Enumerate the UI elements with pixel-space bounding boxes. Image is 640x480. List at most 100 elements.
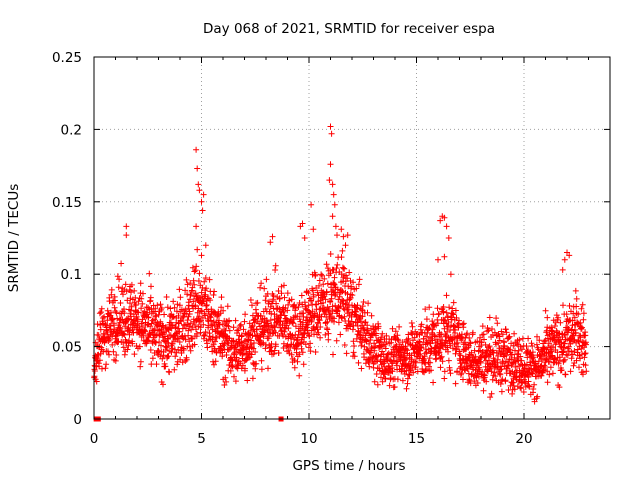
data-point (523, 343, 530, 350)
data-point (518, 357, 525, 364)
data-point (582, 362, 589, 369)
data-point (191, 268, 198, 275)
data-point (200, 321, 207, 328)
data-point (241, 318, 248, 325)
data-point (422, 346, 429, 353)
data-point (258, 366, 265, 373)
data-point (382, 345, 389, 352)
data-point (106, 351, 112, 358)
data-point (282, 325, 289, 332)
data-point (467, 340, 474, 347)
data-point (191, 341, 198, 348)
data-point (347, 277, 354, 284)
data-point (171, 366, 178, 373)
data-point (244, 377, 251, 384)
data-point (579, 324, 585, 331)
data-point (220, 342, 227, 349)
data-point (517, 353, 524, 360)
data-point (555, 314, 562, 321)
data-point (251, 340, 257, 346)
data-point (392, 328, 399, 335)
data-point (582, 350, 589, 357)
data-point (389, 325, 396, 332)
data-point (365, 300, 372, 307)
data-point (265, 323, 272, 330)
data-point (163, 294, 170, 300)
data-point (401, 349, 408, 356)
data-point (438, 353, 445, 360)
data-point (281, 294, 288, 301)
data-point (94, 321, 101, 328)
data-point (178, 318, 185, 325)
data-point (257, 313, 264, 319)
data-point (473, 374, 480, 381)
data-point (373, 371, 380, 377)
data-point (184, 291, 191, 298)
data-point (375, 323, 382, 330)
data-point (577, 355, 584, 362)
data-point (456, 348, 463, 355)
data-point (278, 283, 285, 290)
data-point (563, 311, 570, 318)
data-point (221, 382, 228, 388)
data-point (330, 351, 336, 358)
data-point (179, 314, 186, 321)
data-point (544, 379, 551, 386)
data-point (196, 270, 203, 277)
data-point (96, 363, 103, 370)
data-point (310, 226, 317, 233)
data-point (302, 341, 309, 348)
data-point (226, 317, 233, 324)
data-point (186, 311, 193, 317)
data-point (224, 303, 231, 310)
data-point (299, 349, 306, 356)
data-point (477, 359, 484, 366)
data-point (185, 327, 192, 334)
data-point (515, 347, 522, 354)
data-point (406, 372, 413, 379)
data-point (229, 363, 236, 370)
data-point (125, 328, 131, 335)
data-point (575, 338, 582, 345)
data-point (289, 319, 296, 326)
data-point (339, 247, 346, 254)
data-point (183, 276, 190, 283)
data-point (429, 326, 436, 333)
data-point (227, 345, 233, 352)
data-point (172, 323, 179, 330)
data-point (437, 217, 444, 224)
data-point (327, 123, 334, 130)
data-point (320, 281, 327, 288)
data-point (422, 360, 429, 367)
data-point (439, 358, 446, 365)
data-point (158, 305, 165, 311)
data-point (294, 358, 301, 365)
data-point (332, 302, 339, 309)
data-point (257, 284, 264, 291)
data-point (164, 343, 171, 350)
data-point (408, 320, 415, 326)
data-point (578, 326, 585, 332)
data-point (426, 325, 433, 331)
data-point (368, 312, 375, 319)
data-point (505, 359, 512, 366)
data-point (201, 278, 208, 285)
data-point (139, 300, 146, 307)
data-point (580, 310, 587, 317)
data-point (529, 343, 536, 349)
data-point (389, 368, 396, 375)
data-point (247, 297, 254, 303)
data-point (245, 336, 251, 343)
data-point (441, 375, 448, 382)
data-point (554, 349, 561, 356)
data-point (216, 317, 222, 324)
data-point (326, 177, 333, 184)
data-point (342, 272, 349, 279)
data-point (327, 299, 334, 305)
data-point (327, 161, 334, 168)
data-point (526, 383, 533, 390)
data-point (269, 330, 276, 337)
data-point (351, 343, 357, 349)
data-point (207, 297, 214, 304)
data-point (225, 323, 232, 330)
